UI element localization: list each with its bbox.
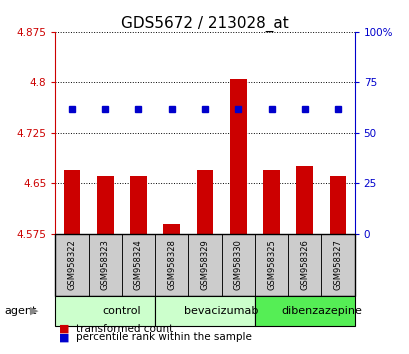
Bar (254, 296, 354, 326)
Text: GSM958325: GSM958325 (266, 239, 275, 290)
Text: GSM958322: GSM958322 (67, 239, 76, 290)
Bar (329, 176, 346, 234)
Bar (296, 166, 312, 234)
Text: GSM958324: GSM958324 (134, 239, 143, 290)
Bar (155, 234, 188, 296)
Bar (130, 176, 146, 234)
Bar (63, 170, 80, 234)
Bar (254, 234, 288, 296)
Bar (97, 176, 113, 234)
Text: ▶: ▶ (30, 306, 38, 316)
Bar (155, 296, 254, 326)
Bar (321, 234, 354, 296)
Text: GSM958328: GSM958328 (167, 239, 176, 290)
Bar (163, 224, 180, 234)
Text: GSM958330: GSM958330 (233, 239, 242, 290)
Text: ■: ■ (59, 324, 70, 333)
Text: bevacizumab: bevacizumab (184, 306, 258, 316)
Text: GSM958323: GSM958323 (101, 239, 110, 290)
Bar (121, 234, 155, 296)
Bar (196, 170, 213, 234)
Text: agent: agent (4, 306, 36, 316)
Text: control: control (102, 306, 141, 316)
Text: dibenzazepine: dibenzazepine (280, 306, 361, 316)
Text: GSM958327: GSM958327 (333, 239, 342, 290)
Bar (55, 296, 155, 326)
Bar (88, 234, 121, 296)
Bar (221, 234, 254, 296)
Text: transformed count: transformed count (76, 324, 173, 333)
Bar (288, 234, 321, 296)
Bar (55, 234, 88, 296)
Title: GDS5672 / 213028_at: GDS5672 / 213028_at (121, 16, 288, 32)
Bar (188, 234, 221, 296)
Bar (229, 79, 246, 234)
Text: ■: ■ (59, 332, 70, 342)
Text: GSM958326: GSM958326 (299, 239, 308, 290)
Text: percentile rank within the sample: percentile rank within the sample (76, 332, 251, 342)
Bar (263, 170, 279, 234)
Text: GSM958329: GSM958329 (200, 239, 209, 290)
